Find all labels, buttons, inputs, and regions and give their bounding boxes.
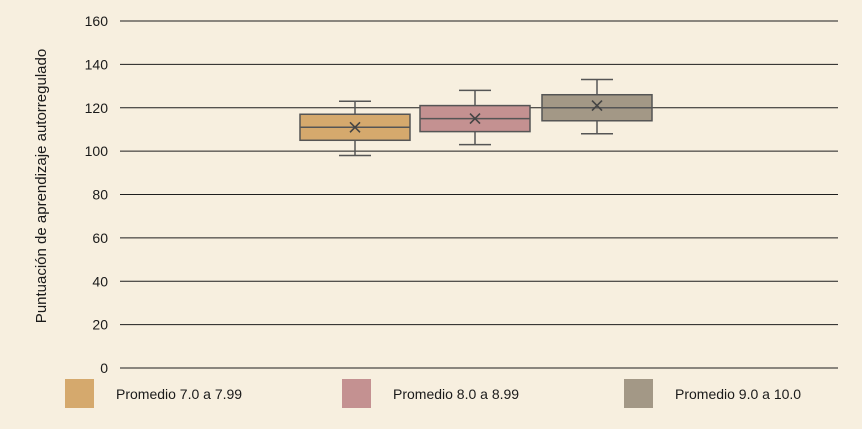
y-tick-label: 100 xyxy=(85,143,109,159)
y-tick-label: 0 xyxy=(100,360,108,376)
mean-marker xyxy=(591,100,603,112)
legend-item: Promedio 9.0 a 10.0 xyxy=(624,379,801,408)
y-tick-label: 20 xyxy=(92,317,108,333)
legend-label: Promedio 9.0 a 10.0 xyxy=(675,386,801,402)
box-series xyxy=(299,78,653,157)
y-tick-label: 60 xyxy=(92,230,108,246)
y-tick-label: 120 xyxy=(85,100,109,116)
y-axis-ticks: 0 20 40 60 80 100 120 140 160 xyxy=(85,13,109,376)
legend-item: Promedio 8.0 a 8.99 xyxy=(342,379,519,408)
y-tick-label: 140 xyxy=(85,56,109,72)
gridlines xyxy=(120,20,838,369)
box-2 xyxy=(419,89,531,146)
mean-marker xyxy=(349,121,361,133)
legend: Promedio 7.0 a 7.99 Promedio 8.0 a 8.99 Pr… xyxy=(65,379,801,408)
legend-swatch xyxy=(65,379,94,408)
y-tick-label: 40 xyxy=(92,273,108,289)
legend-label: Promedio 7.0 a 7.99 xyxy=(116,386,242,402)
box-3 xyxy=(541,78,653,135)
legend-item: Promedio 7.0 a 7.99 xyxy=(65,379,242,408)
legend-label: Promedio 8.0 a 8.99 xyxy=(393,386,519,402)
y-axis-label: Puntuación de aprendizaje autorregulado xyxy=(33,49,50,323)
y-tick-label: 160 xyxy=(85,13,109,29)
y-tick-label: 80 xyxy=(92,187,108,203)
legend-swatch xyxy=(624,379,653,408)
legend-swatch xyxy=(342,379,371,408)
box-1 xyxy=(299,100,411,157)
mean-marker xyxy=(469,113,481,125)
